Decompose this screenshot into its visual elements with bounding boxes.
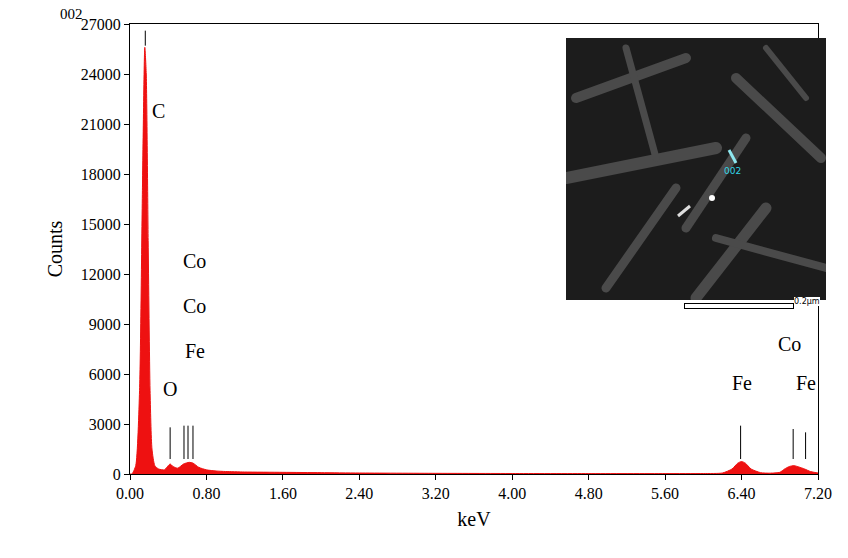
svg-text:C: C bbox=[152, 100, 165, 122]
svg-text:4.80: 4.80 bbox=[575, 485, 603, 502]
svg-text:6.40: 6.40 bbox=[728, 485, 756, 502]
svg-text:24000: 24000 bbox=[81, 66, 121, 83]
svg-text:Co: Co bbox=[778, 333, 801, 355]
svg-text:3000: 3000 bbox=[89, 416, 121, 433]
svg-text:Co: Co bbox=[183, 295, 206, 317]
svg-text:Co: Co bbox=[183, 250, 206, 272]
svg-text:2.40: 2.40 bbox=[345, 485, 373, 502]
svg-text:6000: 6000 bbox=[89, 366, 121, 383]
svg-text:7.20: 7.20 bbox=[804, 485, 832, 502]
svg-text:Fe: Fe bbox=[732, 372, 752, 394]
svg-text:O: O bbox=[163, 378, 177, 400]
svg-text:0.00: 0.00 bbox=[116, 485, 144, 502]
svg-text:27000: 27000 bbox=[81, 16, 121, 33]
svg-text:0.80: 0.80 bbox=[192, 485, 220, 502]
svg-text:5.60: 5.60 bbox=[651, 485, 679, 502]
svg-text:21000: 21000 bbox=[81, 116, 121, 133]
svg-text:keV: keV bbox=[457, 508, 491, 530]
svg-text:1.60: 1.60 bbox=[269, 485, 297, 502]
html-text:0.2μm: 0.2μm bbox=[794, 297, 820, 306]
svg-text:0: 0 bbox=[113, 466, 121, 483]
svg-text:18000: 18000 bbox=[81, 166, 121, 183]
svg-text:12000: 12000 bbox=[81, 266, 121, 283]
svg-text:002: 002 bbox=[724, 166, 741, 176]
svg-text:Counts: Counts bbox=[44, 220, 66, 277]
svg-text:9000: 9000 bbox=[89, 316, 121, 333]
svg-text:4.00: 4.00 bbox=[498, 485, 526, 502]
svg-text:15000: 15000 bbox=[81, 216, 121, 233]
svg-text:Fe: Fe bbox=[185, 340, 205, 362]
svg-text:3.20: 3.20 bbox=[422, 485, 450, 502]
svg-text:Fe: Fe bbox=[796, 372, 816, 394]
svg-text:002: 002 bbox=[60, 6, 83, 22]
